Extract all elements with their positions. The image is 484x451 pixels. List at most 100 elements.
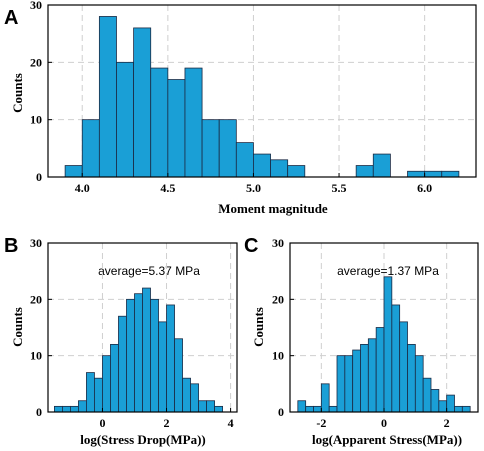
x-axis-title: log(Stress Drop(MPa))	[80, 432, 206, 447]
y-tick-label: 20	[30, 292, 42, 306]
histogram-bar	[352, 349, 361, 413]
y-axis-title: Counts	[251, 307, 266, 347]
histogram-bar	[360, 343, 369, 413]
x-tick-label: 5.0	[246, 181, 261, 195]
y-tick-label: 10	[30, 349, 42, 363]
histogram-bar	[98, 16, 117, 178]
x-tick-label: 4	[228, 416, 234, 430]
histogram-bar	[399, 321, 408, 413]
x-tick-label: 2	[444, 416, 450, 430]
plot-area: 0 2 4 0 10 20 30	[30, 236, 238, 430]
histogram-bar	[110, 343, 119, 413]
histogram-bar	[336, 355, 346, 413]
histogram-bar	[182, 377, 191, 413]
histogram-bar	[133, 27, 152, 178]
histogram-bar	[383, 276, 393, 413]
x-tick-label: 0	[99, 416, 105, 430]
histogram-bar	[134, 293, 143, 413]
histogram-bar	[150, 67, 169, 178]
histogram-bar	[424, 170, 443, 178]
average-annotation: average=1.37 MPa	[337, 264, 439, 278]
x-tick-label: 0	[381, 416, 387, 430]
y-tick-label: 0	[36, 170, 42, 184]
histogram-bar	[218, 119, 237, 178]
histogram-bar	[438, 400, 448, 413]
histogram-bar	[166, 304, 175, 413]
histogram-bar	[102, 355, 111, 413]
histogram-bar	[422, 377, 432, 413]
x-tick-label: -2	[316, 416, 326, 430]
histogram-bar	[344, 355, 354, 413]
histogram-bar	[214, 405, 223, 413]
histogram-bar	[201, 119, 220, 178]
histogram-bar	[454, 405, 463, 413]
histogram-bar	[150, 298, 159, 413]
x-axis-title: log(Apparent Stress(MPa))	[312, 432, 462, 447]
y-tick-label: 30	[30, 236, 42, 250]
histogram-bar	[54, 405, 63, 413]
histogram-bar	[94, 377, 103, 413]
histogram-bar	[158, 321, 167, 413]
histogram-bar	[441, 170, 460, 178]
panel-b-stress-drop-histogram: B average=5.37 MPa 0 2 4 0 10 20 30 log(Stress…	[4, 235, 238, 447]
histogram-bar	[253, 153, 271, 178]
histogram-bar	[78, 400, 87, 413]
y-axis-title: Counts	[10, 307, 25, 347]
y-tick-label: 10	[30, 113, 42, 127]
histogram-bar	[184, 67, 203, 178]
plot-frame	[47, 242, 238, 413]
y-tick-label: 10	[272, 349, 284, 363]
histogram-bar	[391, 304, 401, 413]
histogram-bar	[86, 372, 95, 413]
histogram-bar	[116, 61, 135, 178]
histogram-bar	[320, 383, 330, 413]
y-axis-title: Counts	[10, 73, 25, 113]
y-tick-label: 30	[30, 0, 42, 12]
y-tick-label: 0	[36, 405, 42, 419]
histogram-bar	[270, 159, 289, 178]
histogram-bar	[118, 315, 127, 413]
x-axis-title: Moment magnitude	[218, 201, 328, 216]
histogram-bar	[174, 338, 183, 413]
histogram-bar	[407, 343, 416, 413]
panel-a-magnitude-histogram: A 4.0 4.5 5.0 5.5 6.0 0 10 20 30 Moment magnitud…	[4, 0, 477, 216]
histogram-bar	[407, 170, 426, 178]
histogram-bar	[372, 153, 391, 178]
histogram-bar	[375, 327, 385, 413]
histogram-bar	[190, 383, 199, 413]
panel-letter: A	[4, 7, 18, 29]
y-tick-label: 30	[272, 236, 284, 250]
histogram-bar	[355, 165, 374, 178]
histogram-bar	[62, 405, 71, 413]
y-tick-label: 20	[272, 292, 284, 306]
x-tick-label: 4.5	[160, 181, 175, 195]
histogram-bar	[287, 165, 306, 178]
x-tick-label: 6.0	[417, 181, 432, 195]
histogram-bar	[313, 405, 322, 413]
x-tick-label: 2	[164, 416, 170, 430]
histogram-bar	[126, 298, 135, 413]
plot-frame	[47, 4, 477, 178]
y-tick-label: 20	[30, 55, 42, 69]
panel-letter: B	[4, 235, 18, 257]
histogram-bar	[167, 79, 186, 178]
plot-area: 4.0 4.5 5.0 5.5 6.0 0 10 20 30	[30, 0, 477, 195]
histogram-bar	[70, 405, 79, 413]
histogram-bar	[414, 355, 424, 413]
x-tick-label: 5.5	[332, 181, 347, 195]
histogram-bar	[328, 405, 338, 413]
histogram-bar	[297, 400, 307, 413]
histogram-bar	[461, 405, 471, 413]
y-tick-label: 0	[278, 405, 284, 419]
histogram-bar	[367, 338, 377, 413]
average-annotation: average=5.37 MPa	[98, 264, 200, 278]
histogram-bar	[446, 394, 455, 413]
histogram-bar	[198, 400, 207, 413]
histogram-bar	[235, 142, 254, 178]
histogram-bar	[142, 287, 151, 413]
histogram-bar	[81, 119, 100, 178]
histogram-bar	[305, 405, 314, 413]
